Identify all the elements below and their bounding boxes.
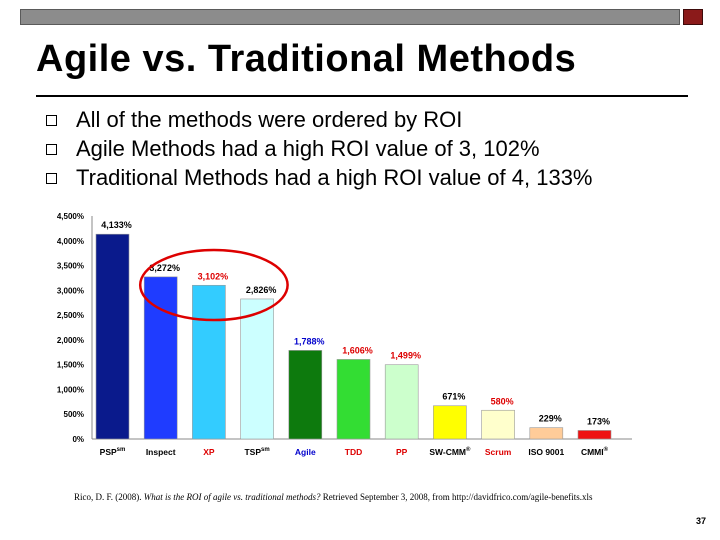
bullet-list: All of the methods were ordered by ROI A… bbox=[46, 105, 593, 192]
bar bbox=[95, 233, 130, 440]
category-label: TDD bbox=[345, 447, 362, 457]
bar bbox=[192, 284, 226, 440]
category-label: TSPsm bbox=[244, 447, 269, 457]
y-tick-label: 0% bbox=[72, 435, 84, 444]
y-tick-label: 2,500% bbox=[57, 311, 84, 320]
bar bbox=[288, 350, 323, 440]
bullet-box-icon bbox=[46, 115, 57, 126]
bar bbox=[481, 409, 515, 440]
y-tick-label: 2,000% bbox=[57, 336, 84, 345]
value-label: 3,272% bbox=[149, 263, 180, 273]
bullet-box-icon bbox=[46, 173, 57, 184]
value-label: 1,606% bbox=[342, 345, 373, 355]
y-tick-label: 1,000% bbox=[57, 385, 84, 394]
y-tick-label: 1,500% bbox=[57, 361, 84, 370]
bullet-item: Traditional Methods had a high ROI value… bbox=[46, 163, 593, 192]
value-label: 1,499% bbox=[390, 351, 421, 361]
value-label: 229% bbox=[539, 414, 562, 424]
y-tick-label: 3,000% bbox=[57, 286, 84, 295]
category-label: Inspect bbox=[146, 447, 176, 457]
value-label: 2,826% bbox=[246, 285, 277, 295]
category-label: CMMI® bbox=[581, 446, 609, 457]
page-number: 37 bbox=[695, 516, 706, 526]
title-underline bbox=[36, 95, 688, 97]
category-label: PSPsm bbox=[100, 447, 126, 457]
bar bbox=[384, 364, 419, 440]
value-label: 1,788% bbox=[294, 336, 325, 346]
top-decor-square bbox=[683, 9, 703, 25]
value-label: 173% bbox=[587, 416, 610, 426]
bullet-text: All of the methods were ordered by ROI bbox=[76, 107, 463, 132]
category-label: Agile bbox=[295, 447, 316, 457]
category-superscript: ® bbox=[604, 446, 609, 453]
bullet-text: Agile Methods had a high ROI value of 3,… bbox=[76, 136, 540, 161]
category-superscript: sm bbox=[117, 447, 126, 453]
citation-suffix: Retrieved September 3, 2008, from http:/… bbox=[320, 492, 593, 502]
slide-title: Agile vs. Traditional Methods bbox=[36, 38, 577, 80]
bullet-item: All of the methods were ordered by ROI bbox=[46, 105, 593, 134]
y-tick-label: 4,500% bbox=[57, 212, 84, 221]
y-tick-label: 4,000% bbox=[57, 237, 84, 246]
bullet-box-icon bbox=[46, 144, 57, 155]
bullet-text: Traditional Methods had a high ROI value… bbox=[76, 165, 593, 190]
citation-prefix: Rico, D. F. (2008). bbox=[74, 492, 144, 502]
value-label: 671% bbox=[442, 392, 465, 402]
top-decor-bar bbox=[20, 9, 680, 25]
bar bbox=[577, 430, 612, 440]
category-label: ISO 9001 bbox=[528, 447, 564, 457]
bar bbox=[336, 359, 371, 440]
bar bbox=[433, 405, 467, 440]
bar bbox=[240, 298, 274, 440]
y-tick-label: 500% bbox=[64, 410, 84, 419]
bar bbox=[529, 427, 564, 440]
citation: Rico, D. F. (2008). What is the ROI of a… bbox=[74, 492, 694, 502]
y-tick-label: 3,500% bbox=[57, 262, 84, 271]
highlight-ellipse bbox=[138, 248, 289, 322]
category-label: PP bbox=[396, 447, 408, 457]
category-superscript: sm bbox=[261, 447, 270, 453]
bullet-item: Agile Methods had a high ROI value of 3,… bbox=[46, 134, 593, 163]
category-superscript: ® bbox=[466, 446, 471, 453]
category-label: Scrum bbox=[485, 447, 512, 457]
value-label: 4,133% bbox=[101, 220, 132, 230]
value-label: 3,102% bbox=[198, 271, 229, 281]
category-label: SW-CMM® bbox=[429, 446, 471, 457]
value-label: 580% bbox=[491, 396, 514, 406]
category-label: XP bbox=[203, 447, 215, 457]
citation-italic-title: What is the ROI of agile vs. traditional… bbox=[143, 492, 321, 502]
